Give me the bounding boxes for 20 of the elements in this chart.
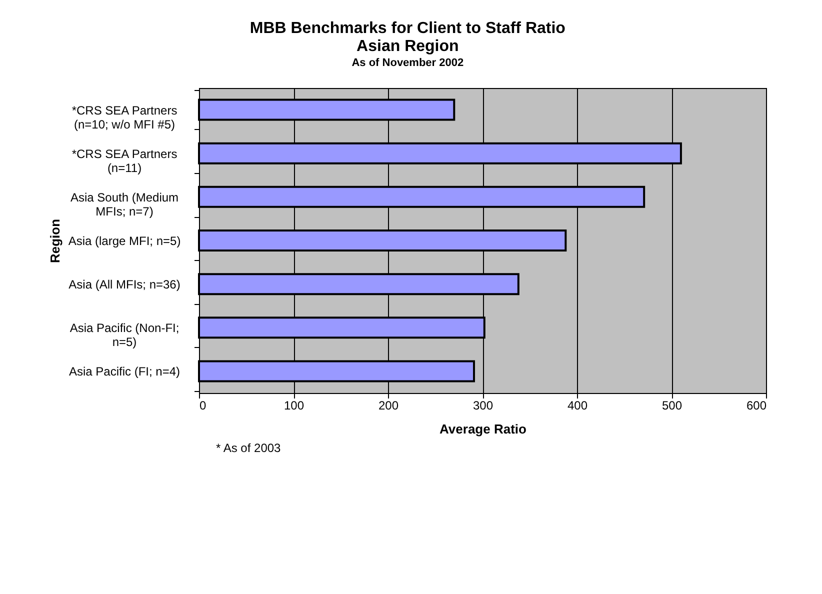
y-axis-title: Region xyxy=(47,218,62,264)
chart-title: MBB Benchmarks for Client to Staff Ratio xyxy=(250,20,566,37)
x-tick-label: 100 xyxy=(284,398,304,412)
x-tick-label: 500 xyxy=(662,398,682,412)
x-tick-label: 300 xyxy=(472,398,494,412)
y-tick-label: Asia (All MFIs; n=36) xyxy=(68,278,180,292)
y-tick-label: Asia South (Medium MFIs; n=7) xyxy=(70,190,179,218)
text: As of November 2002 xyxy=(352,57,464,69)
y-tick-label: *CRS SEA Partners (n=10; w/o MFI #5) xyxy=(72,103,178,132)
chart-subtitle: Asian Region xyxy=(356,38,459,55)
x-tick-label: 400 xyxy=(567,398,588,412)
text: * As of 2003 xyxy=(216,441,282,455)
x-tick-label: 200 xyxy=(378,398,399,412)
x-tick-label: 600 xyxy=(746,398,767,412)
y-tick-label: Asia Pacific (Non-FI; n=5) xyxy=(70,321,180,350)
y-tick-label: Asia (large MFI; n=5) xyxy=(68,234,181,248)
y-tick-label: *CRS SEA Partners (n=11) xyxy=(72,146,178,175)
x-tick-label: 0 xyxy=(200,398,206,412)
x-axis-title: Average Ratio xyxy=(440,422,527,436)
y-tick-label: Asia Pacific (FI; n=4) xyxy=(68,364,180,379)
